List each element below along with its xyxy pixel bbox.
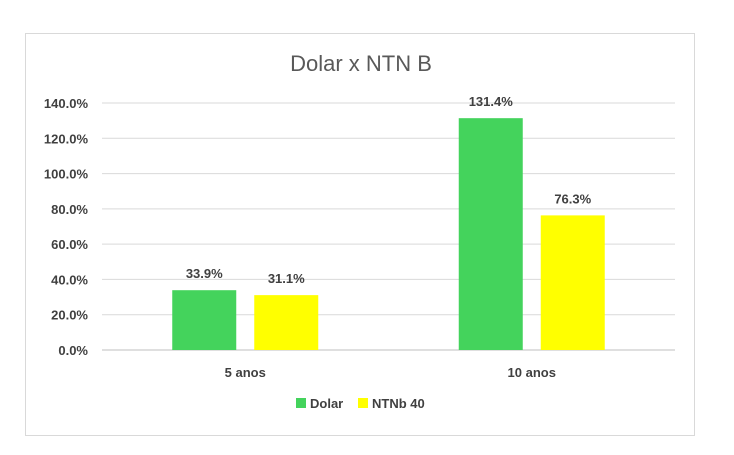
y-tick-label: 40.0% xyxy=(51,272,88,287)
legend: Dolar NTNb 40 xyxy=(296,396,425,411)
y-tick-label: 100.0% xyxy=(44,167,89,182)
legend-item-dolar: Dolar xyxy=(296,396,343,411)
y-tick-label: 120.0% xyxy=(44,131,89,146)
bar-ntnb-40-1 xyxy=(254,295,319,350)
data-label: 31.1% xyxy=(268,271,305,286)
data-label: 131.4% xyxy=(469,94,514,109)
bar-dolar-2 xyxy=(458,118,523,351)
x-category-label: 5 anos xyxy=(225,365,266,380)
bars xyxy=(172,118,605,351)
bar-dolar-1 xyxy=(172,290,237,350)
x-category-label: 10 anos xyxy=(508,365,556,380)
data-label: 76.3% xyxy=(554,191,591,206)
data-label: 33.9% xyxy=(186,266,223,281)
legend-label: Dolar xyxy=(310,396,343,411)
y-tick-label: 80.0% xyxy=(51,202,88,217)
y-tick-label: 20.0% xyxy=(51,308,88,323)
y-axis-ticks: 0.0% 20.0% 40.0% 60.0% 80.0% 100.0% 120.0% 140.… xyxy=(44,96,89,358)
y-tick-label: 140.0% xyxy=(44,96,89,111)
chart-title: Dolar x NTN B xyxy=(290,51,432,76)
y-tick-label: 60.0% xyxy=(51,237,88,252)
legend-swatch xyxy=(296,398,306,408)
data-labels: 33.9% 31.1% 131.4% 76.3% xyxy=(186,94,592,286)
legend-item-ntnb-40: NTNb 40 xyxy=(358,396,425,411)
legend-swatch xyxy=(358,398,368,408)
y-tick-label: 0.0% xyxy=(58,343,88,358)
bar-ntnb-40-2 xyxy=(540,215,605,350)
x-axis-categories: 5 anos 10 anos xyxy=(225,365,556,380)
legend-label: NTNb 40 xyxy=(372,396,425,411)
